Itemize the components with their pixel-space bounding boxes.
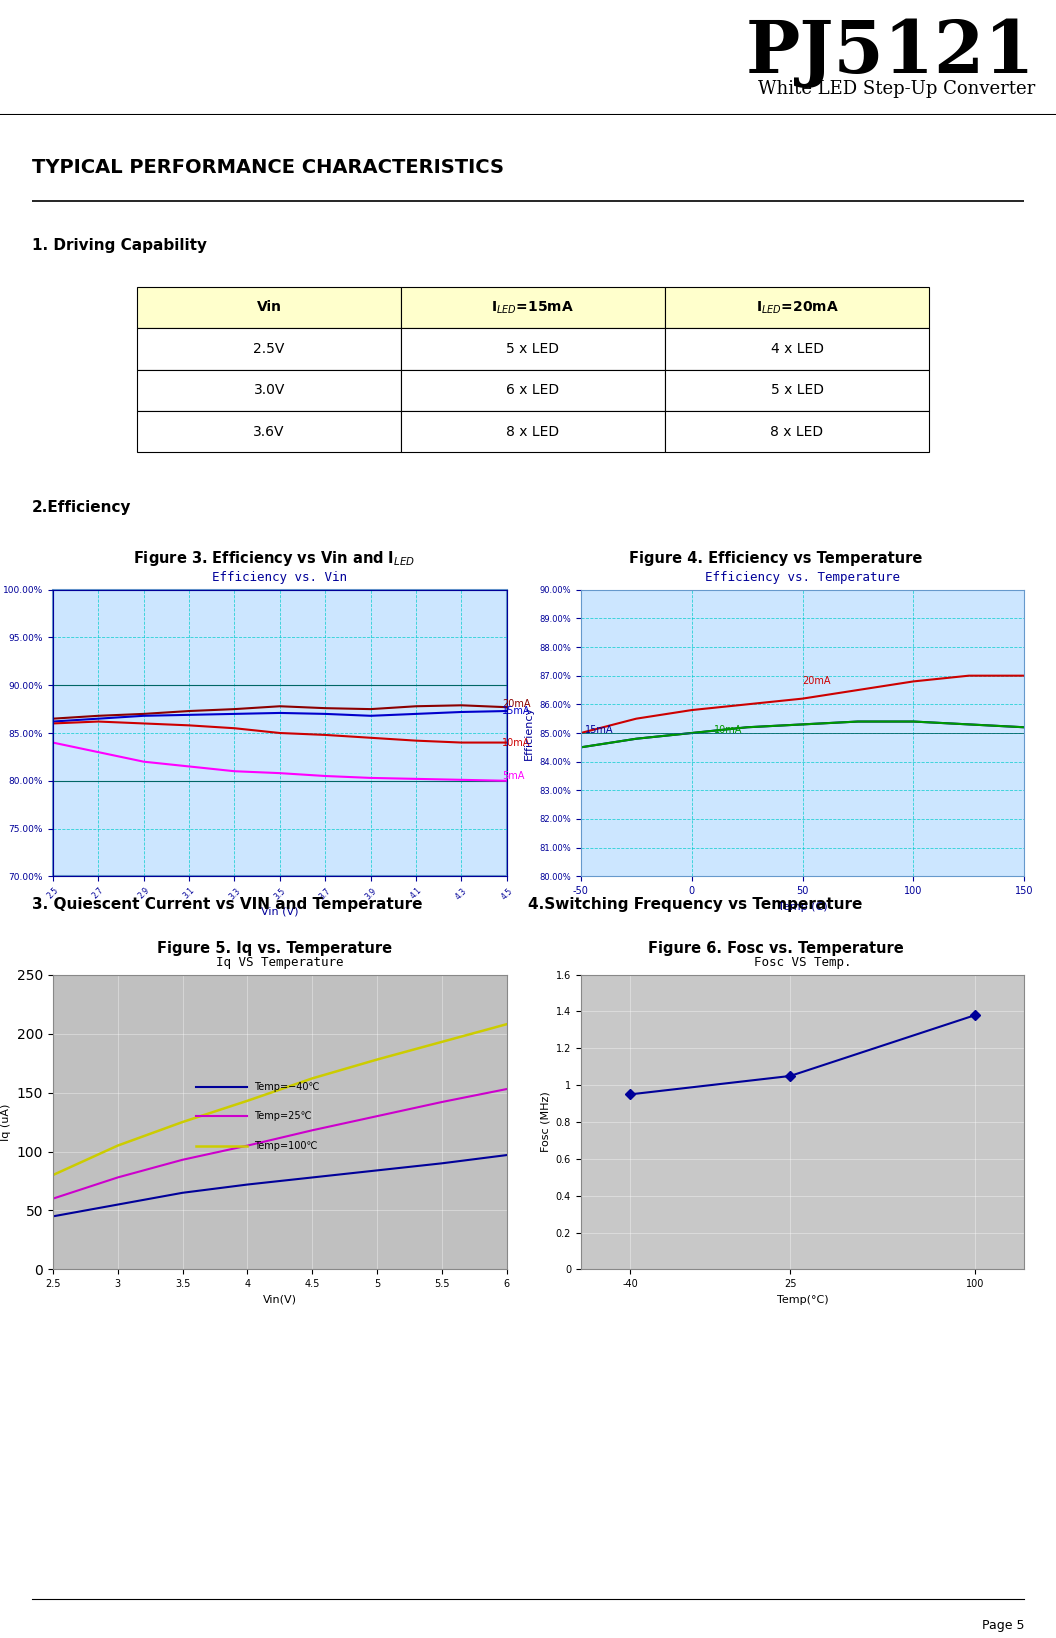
Text: 20mA: 20mA [803, 676, 831, 686]
Text: Vin: Vin [257, 300, 282, 314]
Text: 15mA: 15mA [503, 706, 531, 716]
Text: I$_{LED}$=20mA: I$_{LED}$=20mA [756, 300, 838, 316]
Bar [401, 411, 665, 452]
Text: Temp=−40℃: Temp=−40℃ [253, 1081, 319, 1091]
Text: 20mA: 20mA [503, 699, 531, 709]
X-axis label: Vin (V): Vin (V) [261, 906, 299, 917]
Bar [665, 328, 929, 370]
Text: 5mA: 5mA [503, 771, 525, 781]
Text: Figure 5. Iq vs. Temperature: Figure 5. Iq vs. Temperature [157, 940, 392, 957]
Title: Iq VS Temperature: Iq VS Temperature [216, 957, 343, 970]
Text: Figure 6. Fosc vs. Temperature: Figure 6. Fosc vs. Temperature [648, 940, 904, 957]
Text: Figure 3. Efficiency vs Vin and I$_{LED}$: Figure 3. Efficiency vs Vin and I$_{LED}… [133, 549, 416, 568]
Text: 4 x LED: 4 x LED [771, 342, 824, 355]
Text: I$_{LED}$=15mA: I$_{LED}$=15mA [491, 300, 574, 316]
X-axis label: Temp(°C): Temp(°C) [777, 1294, 828, 1305]
Text: 10mA: 10mA [714, 726, 742, 735]
X-axis label: Vin(V): Vin(V) [263, 1294, 297, 1305]
Bar [401, 328, 665, 370]
Bar [137, 287, 401, 328]
Text: 4.Switching Frequency vs Temperature: 4.Switching Frequency vs Temperature [528, 898, 863, 912]
Text: 8 x LED: 8 x LED [506, 424, 560, 439]
Text: Page 5: Page 5 [982, 1620, 1024, 1631]
Text: Temp=25℃: Temp=25℃ [253, 1111, 312, 1120]
Y-axis label: Iq (uA): Iq (uA) [1, 1104, 12, 1140]
Text: White LED Step-Up Converter: White LED Step-Up Converter [757, 80, 1035, 98]
Bar [137, 370, 401, 411]
Y-axis label: Fosc (MHz): Fosc (MHz) [541, 1091, 550, 1153]
Text: 5 x LED: 5 x LED [771, 383, 824, 398]
Title: Efficiency vs. Temperature: Efficiency vs. Temperature [705, 572, 900, 585]
Text: 15mA: 15mA [585, 726, 614, 735]
FancyBboxPatch shape [53, 590, 507, 876]
Text: PJ5121: PJ5121 [746, 18, 1035, 88]
Text: Temp=100℃: Temp=100℃ [253, 1140, 318, 1150]
Bar [401, 287, 665, 328]
Bar [665, 287, 929, 328]
Text: 3.0V: 3.0V [253, 383, 285, 398]
Text: 3. Quiescent Current vs VIN and Temperature: 3. Quiescent Current vs VIN and Temperat… [32, 898, 422, 912]
X-axis label: Temp (C): Temp (C) [778, 901, 827, 912]
Text: 1. Driving Capability: 1. Driving Capability [32, 238, 207, 252]
Text: 10mA: 10mA [503, 737, 531, 747]
Y-axis label: Efficiency: Efficiency [524, 706, 533, 760]
Text: 8 x LED: 8 x LED [771, 424, 824, 439]
Text: 5 x LED: 5 x LED [507, 342, 560, 355]
Bar [137, 411, 401, 452]
Text: Figure 4. Efficiency vs Temperature: Figure 4. Efficiency vs Temperature [629, 550, 923, 567]
Bar [401, 370, 665, 411]
Text: 2.Efficiency: 2.Efficiency [32, 500, 131, 516]
Bar [665, 370, 929, 411]
Text: 3.6V: 3.6V [253, 424, 285, 439]
Bar [137, 328, 401, 370]
Text: 6 x LED: 6 x LED [506, 383, 560, 398]
Title: Fosc VS Temp.: Fosc VS Temp. [754, 957, 851, 970]
Title: Efficiency vs. Vin: Efficiency vs. Vin [212, 572, 347, 585]
Bar [665, 411, 929, 452]
Text: 2.5V: 2.5V [253, 342, 285, 355]
Text: TYPICAL PERFORMANCE CHARACTERISTICS: TYPICAL PERFORMANCE CHARACTERISTICS [32, 159, 504, 177]
